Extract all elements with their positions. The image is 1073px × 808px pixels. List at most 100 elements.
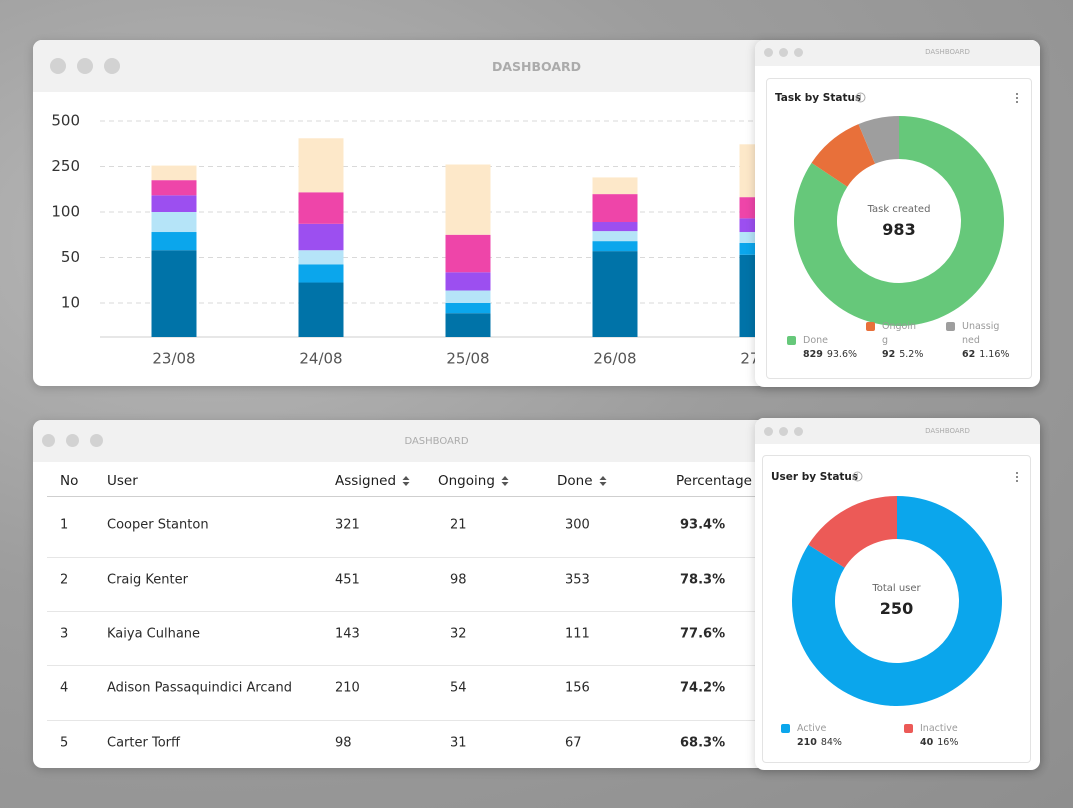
window-dot[interactable] (794, 48, 803, 57)
legend-values: 92 5.2% (882, 348, 923, 362)
table-cell: 1 (60, 517, 69, 533)
bar-segment (592, 251, 638, 337)
title-bar: DASHBOARD (755, 418, 1040, 444)
legend-text: Active 210 84% (797, 722, 842, 750)
legend-values: 829 93.6% (803, 348, 857, 362)
y-tick-label: 100 (51, 203, 80, 221)
column-header[interactable]: Done (557, 473, 607, 489)
table-cell: 98 (335, 735, 352, 751)
bar-segment (445, 313, 491, 337)
bar-segment (298, 223, 344, 251)
bar-segment (445, 164, 491, 235)
user-window: DASHBOARD User by Status Total user 250 … (755, 418, 1040, 770)
table-cell: 111 (565, 626, 590, 642)
sort-icon[interactable] (599, 476, 607, 486)
bar-segment (151, 232, 197, 251)
window-title: DASHBOARD (404, 436, 469, 447)
bar-segment (298, 282, 344, 337)
sort-icon[interactable] (501, 476, 509, 486)
legend-label: Ongoing (882, 321, 917, 346)
column-header: User (107, 473, 138, 489)
legend-swatch (866, 322, 875, 331)
bar-segment (592, 231, 638, 242)
table-cell: 210 (335, 680, 360, 696)
window-title: DASHBOARD (925, 427, 970, 435)
card-title: User by Status (771, 471, 859, 483)
column-header[interactable]: Ongoing (438, 473, 509, 489)
legend-count: 210 (797, 737, 817, 748)
info-icon[interactable] (855, 92, 866, 103)
window-title: DASHBOARD (491, 59, 581, 74)
window-dot[interactable] (779, 427, 788, 436)
table-cell: 4 (60, 680, 69, 696)
window-dot[interactable] (764, 427, 773, 436)
y-tick-label: 500 (51, 112, 80, 130)
window-dot[interactable] (794, 427, 803, 436)
table-cell: 5 (60, 735, 69, 751)
x-tick-label: 24/08 (299, 350, 342, 368)
window-dot[interactable] (779, 48, 788, 57)
info-icon[interactable] (852, 471, 863, 482)
window-dot[interactable] (77, 58, 93, 74)
legend-label: Active (797, 723, 827, 734)
sort-icon[interactable] (402, 476, 410, 486)
window-dot[interactable] (764, 48, 773, 57)
bar-segment (298, 192, 344, 224)
bar-segment (445, 234, 491, 273)
legend-values: 40 16% (920, 736, 958, 750)
donut-segment (811, 124, 876, 187)
legend-swatch (781, 724, 790, 733)
center-total: 250 (879, 599, 914, 618)
legend-text: Ongoing 92 5.2% (882, 320, 923, 362)
title-bar: DASHBOARD (755, 40, 1040, 66)
table-cell: 143 (335, 626, 360, 642)
column-header[interactable]: Assigned (335, 473, 410, 489)
x-tick-label: 26/08 (593, 350, 636, 368)
table-cell: 77.6% (680, 626, 726, 642)
table-cell: 321 (335, 517, 360, 533)
row-rule (47, 556, 1040, 558)
table-cell: Kaiya Culhane (107, 626, 201, 642)
legend-label: Inactive (920, 723, 958, 734)
table-cell: Adison Passaquindici Arcand (107, 680, 293, 696)
legend-count: 92 (882, 349, 896, 360)
bar-segment (592, 222, 638, 232)
card-title: Task by Status (775, 92, 862, 104)
table-cell: 78.3% (680, 572, 726, 588)
table-cell: 54 (450, 680, 467, 696)
table-cell: 2 (60, 572, 69, 588)
row-rule (47, 611, 1040, 612)
table-cell: 98 (450, 572, 467, 588)
donut-chart (792, 496, 1002, 706)
legend-item: Done 829 93.6% (787, 334, 857, 362)
legend-item: Active 210 84% (781, 722, 842, 750)
window-title: DASHBOARD (925, 48, 970, 56)
bar-segment (151, 250, 197, 337)
donut-chart (794, 116, 1004, 327)
window-dot[interactable] (50, 58, 66, 74)
window-dot[interactable] (66, 434, 79, 447)
table-cell: Craig Kenter (107, 572, 188, 588)
center-label: Total user (872, 583, 921, 594)
donut-segment (808, 496, 897, 568)
menu-icon[interactable] (1014, 92, 1020, 104)
window-dot[interactable] (90, 434, 103, 447)
donut-segment (792, 496, 1002, 706)
x-tick-label: 23/08 (152, 350, 195, 368)
donut-segment (858, 116, 899, 164)
column-header[interactable]: Percentage (676, 473, 766, 489)
bar-segment (151, 165, 197, 181)
window-dot[interactable] (42, 434, 55, 447)
legend-swatch (787, 336, 796, 345)
legend-text: Unassigned 62 1.16% (962, 320, 1009, 362)
row-rule (47, 719, 1040, 721)
task-card: Task by Status Task created 983 Done 829 9… (766, 78, 1032, 379)
table-cell: 32 (450, 626, 467, 642)
legend-count: 829 (803, 349, 823, 360)
menu-icon[interactable] (1014, 471, 1020, 483)
table-cell: 300 (565, 517, 590, 533)
window-dot[interactable] (104, 58, 120, 74)
table-cell: 21 (450, 517, 467, 533)
legend-text: Inactive 40 16% (920, 722, 958, 750)
